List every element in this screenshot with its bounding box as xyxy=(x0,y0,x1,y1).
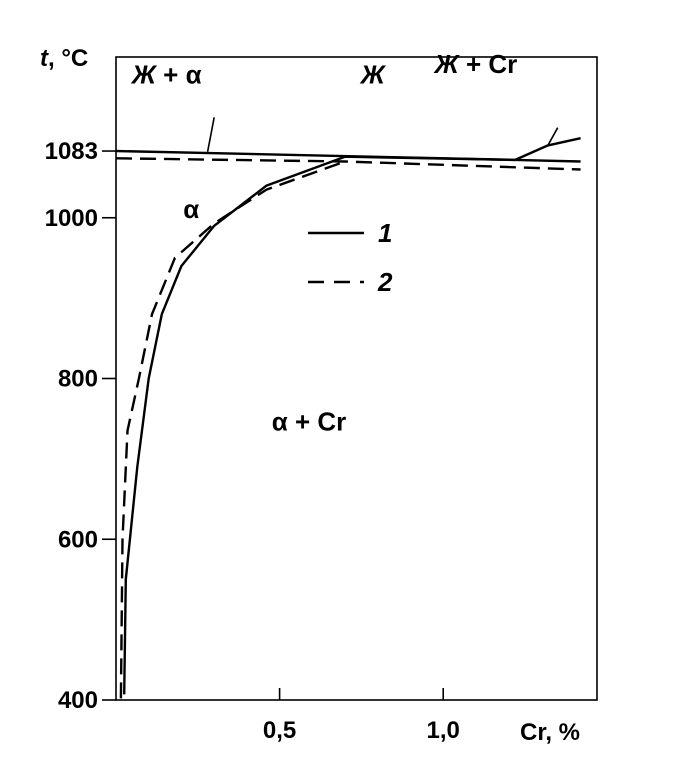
series-lines xyxy=(115,117,581,699)
y-tick-label: 400 xyxy=(58,687,98,714)
annotation-leader xyxy=(206,117,215,152)
y-tick-label: 1000 xyxy=(45,205,98,232)
region-label-rest: + Cr xyxy=(459,49,518,79)
y-tick-label: 600 xyxy=(58,526,98,553)
y-axis-variable: t xyxy=(40,45,49,72)
region-label-italic: Ж xyxy=(433,49,461,79)
series-2-line xyxy=(119,160,346,699)
x-tick-label: 0,5 xyxy=(263,717,296,744)
region-label: Ж xyxy=(359,60,387,90)
legend: 12 xyxy=(308,218,393,297)
region-label-rest: + α xyxy=(156,60,202,90)
series-1-line xyxy=(514,137,581,161)
region-label: Ж + Cr xyxy=(433,49,518,79)
y-axis-label: t, °C xyxy=(40,45,88,72)
region-label: Ж + α xyxy=(130,60,202,90)
legend-label: 2 xyxy=(377,267,393,297)
region-label-italic: Ж xyxy=(359,60,387,90)
annotation-leader xyxy=(547,127,559,146)
legend-label: 1 xyxy=(378,218,392,248)
y-axis-unit: , °C xyxy=(48,45,88,72)
series-2-line xyxy=(115,157,581,171)
region-label: α xyxy=(183,194,199,224)
region-label: α + Cr xyxy=(272,407,347,437)
y-tick-label: 1083 xyxy=(45,138,98,165)
region-label-italic: Ж xyxy=(130,60,158,90)
series-1-line xyxy=(123,155,516,695)
y-tick-label: 800 xyxy=(58,366,98,393)
x-tick-label: 1,0 xyxy=(427,717,460,744)
x-axis-label: Cr, % xyxy=(520,719,580,746)
axis-ticks: 400 600 800 1000 1083 0,5 1,0 xyxy=(45,138,460,744)
